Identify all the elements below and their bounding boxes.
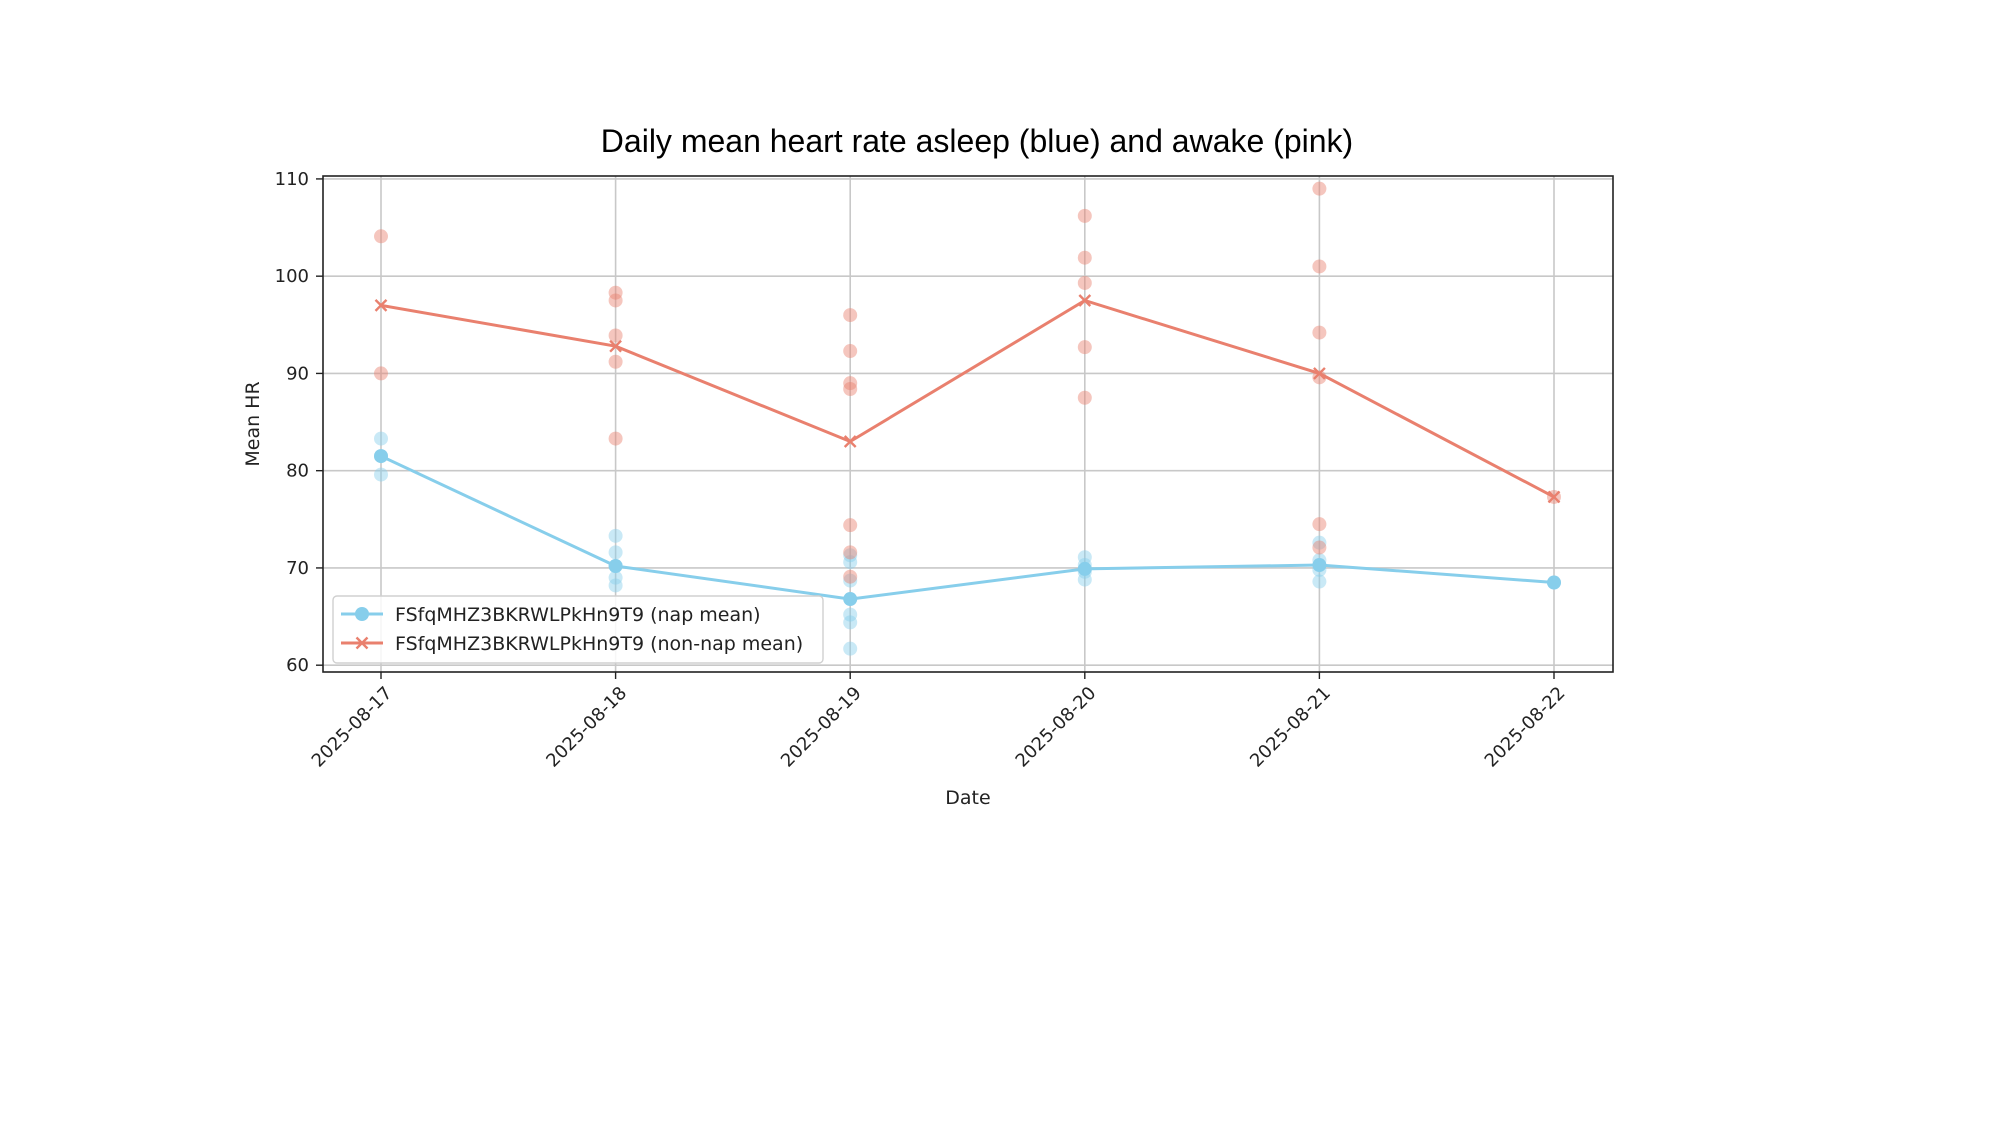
legend-box — [332, 595, 824, 664]
series-lines — [374, 294, 1561, 607]
non-nap-scatter-point — [1077, 208, 1092, 223]
non-nap-mean-point — [609, 339, 622, 353]
non-nap-scatter-point — [1312, 540, 1327, 555]
nap-scatter-point — [1312, 574, 1327, 589]
nap-scatter-point — [843, 548, 858, 563]
legend-entry-label: FSfqMHZ3BKRWLPkHn9T9 (non-nap mean) — [395, 633, 803, 655]
non-nap-scatter-point — [843, 545, 858, 560]
non-nap-scatter-point — [374, 229, 388, 244]
non-nap-scatter-point — [1077, 275, 1092, 290]
nap-scatter-point — [374, 467, 388, 482]
non-nap-mean-point — [1078, 294, 1092, 307]
nap-mean-point — [1312, 558, 1327, 573]
non-nap-mean-line — [380, 298, 1555, 499]
chart-title: Daily mean heart rate asleep (blue) and … — [601, 123, 1353, 159]
non-nap-mean-point — [843, 435, 857, 448]
non-nap-scatter-point — [843, 381, 858, 396]
nap-scatter-point — [843, 607, 858, 622]
nap-scatter-point — [843, 555, 858, 570]
legend-swatch-marker — [355, 607, 369, 621]
x-marker-stroke — [374, 299, 388, 312]
x-marker-stroke — [1313, 367, 1326, 380]
non-nap-scatter-point — [843, 376, 858, 391]
non-nap-mean-point — [1313, 367, 1326, 380]
nap-scatter-point — [843, 641, 858, 656]
legend-entry-label: FSfqMHZ3BKRWLPkHn9T9 (nap mean) — [395, 604, 761, 626]
x-tick-label: 2025-08-17 — [308, 683, 397, 772]
non-nap-scatter-point — [843, 569, 858, 584]
non-nap-scatter-point — [608, 293, 623, 308]
nap-mean-point — [1547, 575, 1561, 590]
nap-scatter-point — [1077, 572, 1092, 587]
nap-mean-point — [843, 592, 858, 607]
x-tick-label: 2025-08-21 — [1246, 683, 1335, 772]
legend: FSfqMHZ3BKRWLPkHn9T9 (nap mean) FSfqMHZ3B… — [332, 595, 824, 664]
nap-scatter-point — [608, 578, 623, 593]
non-nap-scatter-point — [1312, 259, 1327, 274]
non-nap-scatter-point — [608, 354, 623, 369]
non-nap-scatter-point — [843, 344, 858, 359]
x-tick-label: 2025-08-20 — [1012, 683, 1101, 772]
nap-mean-point — [374, 449, 388, 464]
nap-scatter-point — [608, 570, 623, 585]
x-marker-stroke — [1078, 294, 1092, 307]
non-nap-mean-point — [374, 299, 388, 312]
x-tick-label: 2025-08-19 — [777, 683, 866, 772]
nap-mean-line — [380, 454, 1555, 601]
nap-scatter-point — [608, 545, 623, 560]
non-nap-scatter-point — [1312, 517, 1327, 532]
y-axis-label: Mean HR — [242, 381, 264, 466]
non-nap-scatter-point — [608, 431, 623, 446]
non-nap-scatter-point — [608, 285, 623, 300]
nap-scatter-point — [1077, 550, 1092, 565]
y-tick-label: 80 — [286, 461, 309, 482]
y-tick-label: 90 — [286, 363, 309, 384]
non-nap-scatter-point — [1312, 181, 1327, 196]
non-nap-scatter-point — [374, 366, 388, 381]
nap-scatter-point — [1312, 535, 1327, 550]
y-tick-label: 100 — [275, 266, 309, 287]
non-nap-scatter-point — [1312, 325, 1327, 340]
x-tick-label: 2025-08-22 — [1481, 683, 1570, 772]
legend-swatch-marker — [355, 636, 369, 650]
y-tick-label: 70 — [286, 558, 309, 579]
non-nap-mean-point — [1547, 490, 1561, 504]
non-nap-scatter-point — [1077, 390, 1092, 405]
x-tick-label: 2025-08-18 — [542, 683, 631, 772]
x-axis-label: Date — [945, 787, 990, 809]
non-nap-scatter-point — [1077, 250, 1092, 265]
nap-mean-point — [1077, 561, 1092, 576]
nap-mean-point — [608, 558, 623, 573]
x-marker-stroke — [355, 636, 369, 650]
nap-scatter-point — [374, 431, 388, 446]
non-nap-scatter-point — [843, 308, 858, 323]
nap-scatter-point — [843, 615, 858, 630]
non-nap-scatter-point — [608, 328, 623, 343]
x-marker-stroke — [1547, 490, 1561, 504]
nap-scatter-point — [608, 528, 623, 543]
x-marker-stroke — [609, 339, 622, 353]
y-tick-label: 60 — [286, 655, 309, 676]
x-marker-stroke — [843, 435, 857, 448]
plot-frame — [322, 175, 1614, 673]
non-nap-scatter-point — [843, 518, 858, 533]
y-tick-label: 110 — [275, 169, 309, 190]
nap-scatter-point — [843, 573, 858, 588]
grid — [323, 176, 1613, 672]
non-nap-scatter-point — [1077, 340, 1092, 355]
